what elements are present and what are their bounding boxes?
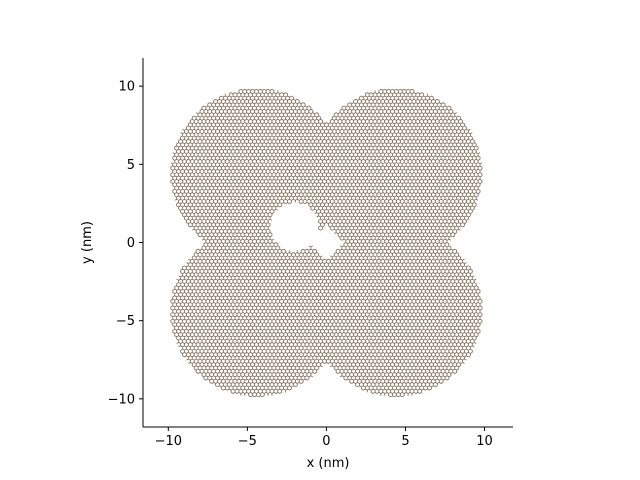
lattice-bond-path [170,89,483,398]
x-axis-label: x (nm) [307,456,350,471]
x-tick-label: 0 [322,434,330,449]
y-tick-label: 5 [127,158,135,173]
y-tick-label: −10 [108,392,135,407]
x-tick-label: 10 [476,434,493,449]
lattice-bonds [170,88,483,398]
y-tick-label: 10 [118,80,135,95]
x-tick-label: −10 [155,434,182,449]
x-tick-label: 5 [401,434,409,449]
x-tick-label: −5 [238,434,257,449]
y-tick-label: 0 [127,236,135,251]
y-tick-label: −5 [116,314,135,329]
plot-area [170,88,483,398]
y-axis-label: y (nm) [80,221,95,264]
y-axis-ticks: −10 −5 0 5 10 [108,80,143,407]
axes: −10 −5 0 5 10 −10 −5 0 5 10 x (nm) y (nm) [80,58,513,471]
x-axis-ticks: −10 −5 0 5 10 [155,427,493,449]
